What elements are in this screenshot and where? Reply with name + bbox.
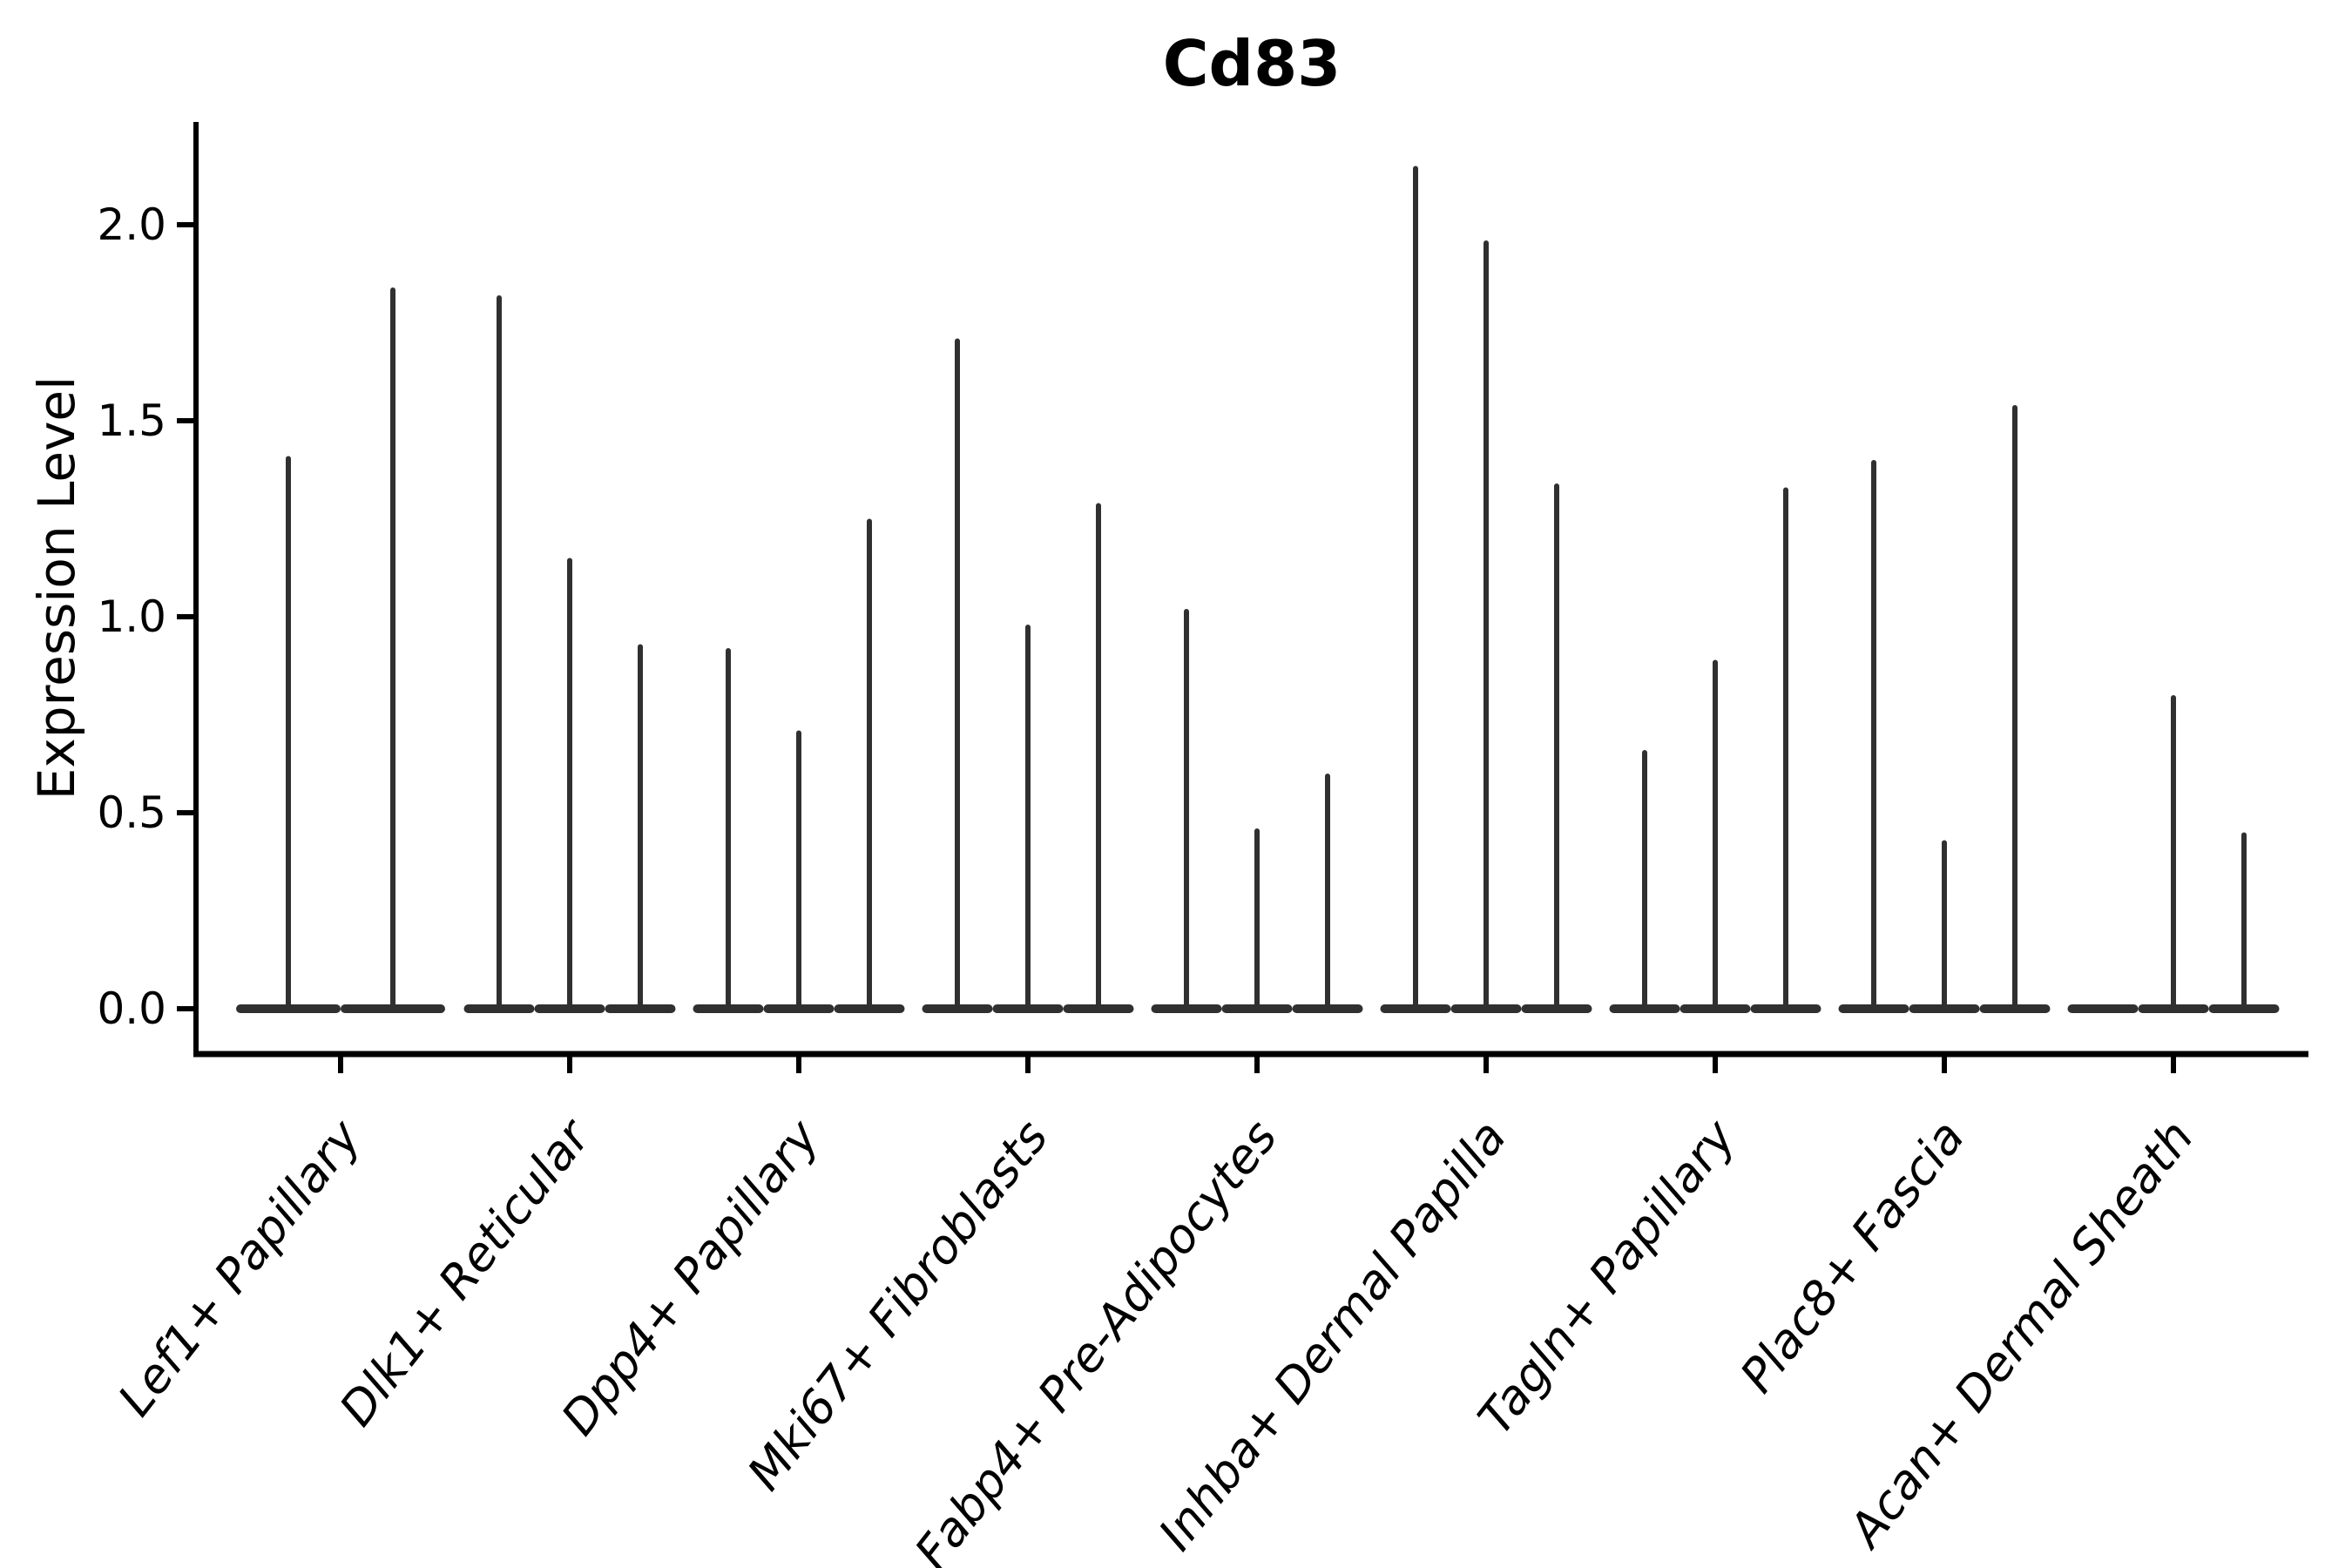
x-axis-label: Dlk1+ Reticular [328,1108,601,1436]
violin-base [2067,1004,2139,1013]
violin-spike [1713,659,1718,1009]
violin-spike [1783,487,1788,1009]
violin-spike [1871,460,1876,1009]
violin-spike [1942,840,1947,1009]
violin-spike [796,730,801,1009]
violin-spike [1184,609,1189,1009]
violin-spike [286,456,291,1009]
violin-spike [1484,240,1489,1009]
violin-spike [1413,166,1418,1009]
violin-spike [726,648,731,1009]
violin-spike [1325,774,1330,1009]
violin-spike [955,338,960,1009]
x-axis-label: Lef1+ Papillary [107,1109,371,1426]
violin-spike [638,644,643,1009]
violin-spike [497,295,502,1009]
violin-spike [1642,750,1647,1009]
violin-spike [567,558,572,1009]
y-tick-label: 0.5 [97,787,166,838]
violin-spike [1096,503,1101,1009]
violin-spike [1254,828,1260,1009]
violin-spike [390,287,395,1009]
violin-spike [1554,483,1559,1009]
y-tick-label: 2.0 [97,199,166,250]
x-axis-label: Dpp4+ Papillary [551,1109,830,1445]
x-axis-label: Tagln+ Papillary [1468,1109,1747,1444]
violin-spike [867,518,872,1009]
violin-spike [2171,695,2176,1009]
y-tick-label: 1.5 [97,395,166,446]
y-tick-label: 1.0 [97,591,166,642]
x-axis-label: Plac8+ Fascia [1729,1110,1975,1402]
violin-spike [1025,625,1031,1009]
y-tick-label: 0.0 [97,983,166,1034]
violin-spike [2241,832,2247,1009]
chart-title: Cd83 [1163,27,1342,100]
violin-spike [2012,405,2017,1009]
y-axis-label: Expression Level [27,376,86,800]
